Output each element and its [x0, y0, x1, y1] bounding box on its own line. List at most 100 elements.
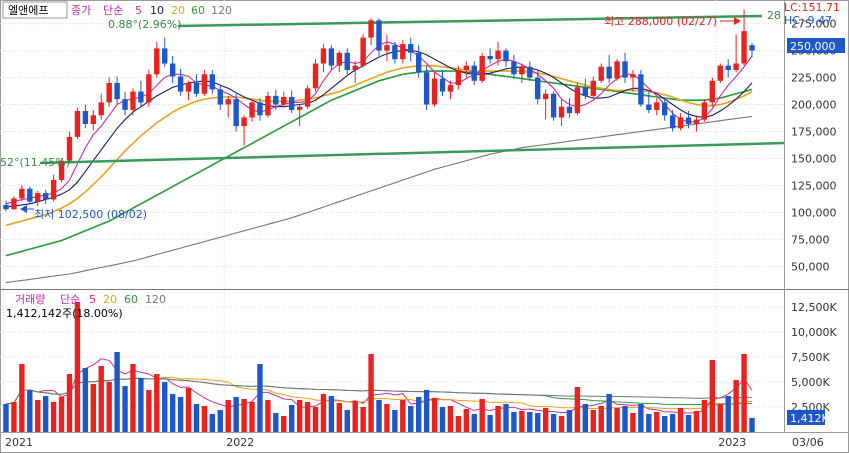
volume-bar — [392, 410, 398, 432]
volume-bar — [566, 410, 573, 432]
candle-body — [535, 77, 541, 100]
candle-body — [384, 45, 390, 51]
volume-bar — [74, 302, 81, 432]
candlesticks — [3, 9, 755, 212]
candle-body — [669, 115, 676, 129]
volume-bar — [415, 397, 422, 432]
volume-bar — [669, 414, 676, 432]
ma60-line — [5, 70, 753, 257]
grid-lines — [0, 0, 784, 432]
lc-value: LC:151.71 — [784, 1, 840, 14]
ma-period-10: 10 — [150, 4, 164, 17]
volume-bar — [169, 394, 176, 432]
candle-body — [566, 106, 573, 114]
volume-bar — [193, 404, 200, 432]
volume-bar — [265, 400, 271, 432]
candle-body — [503, 50, 509, 62]
candle-body — [273, 95, 279, 105]
volume-bar — [336, 403, 343, 432]
candle-body — [479, 55, 485, 81]
candle-body — [463, 65, 469, 70]
candle-body — [376, 20, 382, 51]
candle-body — [50, 180, 57, 200]
candle-body — [344, 52, 350, 70]
price-y-tick: 125,000 — [791, 179, 837, 192]
volume-bar — [304, 402, 311, 432]
candle-body — [654, 102, 660, 110]
candle-body — [646, 104, 652, 110]
volume-bar — [225, 400, 231, 432]
candle-body — [193, 82, 200, 94]
candle-body — [582, 87, 589, 96]
volume-bar — [289, 405, 295, 432]
volume-bar — [130, 364, 136, 432]
volume-bar — [58, 397, 65, 432]
volume-bar — [233, 397, 239, 432]
volume-ma-period-5: 5 — [89, 293, 96, 306]
volume-info: 1,412,142주(18.00%) — [6, 307, 123, 320]
candle-body — [106, 82, 112, 103]
volume-ma-period-120: 120 — [145, 293, 166, 306]
candle-body — [320, 48, 327, 64]
low-annotation: 최저 102,500 (08/02) — [34, 208, 147, 221]
candle-body — [130, 91, 136, 110]
stock-name-box[interactable] — [2, 1, 68, 19]
current-price-label: 250,000 — [790, 40, 836, 53]
candle-body — [74, 111, 81, 137]
price-y-tick: 275,000 — [791, 18, 837, 31]
candle-body — [439, 78, 446, 92]
candle-body — [701, 102, 708, 120]
volume-bar — [376, 400, 382, 432]
volume-bar — [558, 416, 565, 432]
candle-body — [27, 188, 33, 202]
volume-bar — [693, 411, 700, 432]
volume-bar — [360, 407, 366, 432]
volume-bar — [35, 400, 41, 432]
candle-body — [177, 76, 184, 92]
candle-body — [296, 106, 303, 110]
volume-bar — [542, 408, 549, 432]
volume-bar — [241, 399, 247, 432]
volume-bar — [423, 390, 430, 432]
upper-trendline — [177, 14, 763, 28]
candle-body — [162, 48, 168, 64]
candle-body — [82, 111, 89, 124]
candle-body — [19, 188, 25, 199]
candle-body — [423, 72, 430, 105]
candle-body — [66, 136, 73, 161]
volume-bar — [503, 404, 509, 432]
candle-body — [685, 117, 692, 124]
volume-bar — [606, 394, 612, 432]
candle-body — [431, 78, 438, 105]
candle-body — [717, 65, 723, 81]
volume-bar — [257, 364, 263, 432]
candle-body — [368, 20, 374, 38]
candle-body — [733, 63, 739, 70]
candle-body — [622, 61, 628, 78]
candle-body — [487, 55, 493, 60]
volume-bar — [582, 404, 589, 432]
current-volume-label: 1,412K — [790, 412, 829, 425]
volume-ma-period-60: 60 — [124, 293, 138, 306]
volume-bar — [630, 413, 636, 432]
low-arrow-head — [20, 205, 27, 213]
current-price-box — [787, 38, 845, 53]
candle-body — [590, 80, 596, 96]
volume-bar — [622, 406, 628, 432]
candle-body — [3, 204, 9, 210]
candle-body — [217, 89, 223, 105]
volume-bars — [3, 302, 755, 432]
ma-label: 단순 — [103, 4, 123, 17]
volume-bar — [550, 414, 557, 432]
volume-bar — [598, 406, 604, 432]
candle-body — [741, 31, 747, 64]
price-y-tick: 75,000 — [791, 233, 830, 246]
candle-body — [360, 37, 366, 66]
volume-bar — [408, 406, 414, 432]
volume-bar — [574, 387, 581, 432]
volume-bar — [154, 374, 160, 432]
candle-body — [289, 96, 295, 110]
candle-body — [304, 88, 311, 107]
volume-bar — [328, 396, 335, 432]
volume-bar — [646, 414, 652, 432]
